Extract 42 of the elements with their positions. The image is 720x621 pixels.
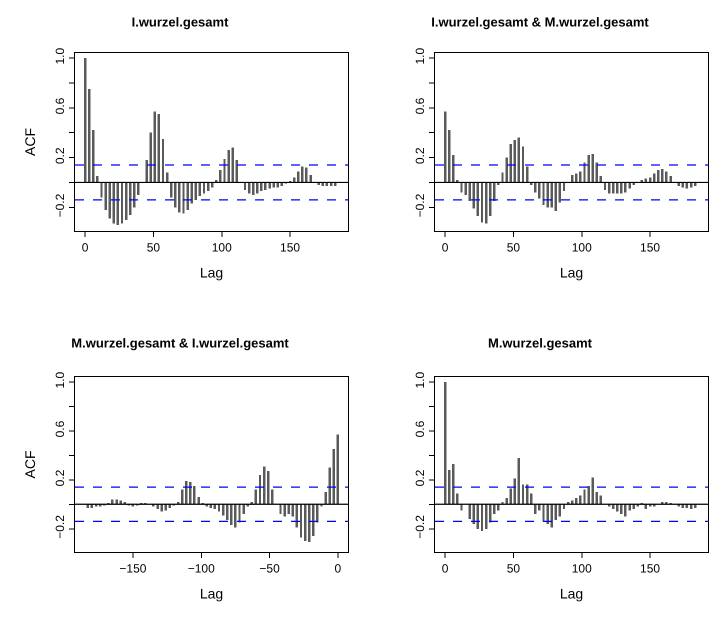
chart-title: M.wurzel.gesamt xyxy=(488,336,593,351)
y-tick-label: 0.6 xyxy=(413,420,428,438)
y-tick-label: 1.0 xyxy=(53,48,68,65)
x-tick-label: 150 xyxy=(640,561,660,576)
y-tick-label: −0.2 xyxy=(413,193,428,218)
x-tick-label: 100 xyxy=(572,240,592,254)
y-tick-label: −0.2 xyxy=(53,193,68,218)
x-tick-label: −150 xyxy=(119,561,147,576)
chart-title: I.wurzel.gesamt xyxy=(132,14,230,30)
x-tick-label: −100 xyxy=(188,561,216,576)
x-axis-title: Lag xyxy=(200,586,224,602)
x-tick-label: 100 xyxy=(212,240,232,254)
y-tick-label: 0.6 xyxy=(413,97,428,114)
y-tick-label: 0.2 xyxy=(413,147,428,164)
x-tick-label: −50 xyxy=(259,561,280,576)
x-tick-label: 0 xyxy=(442,240,449,254)
x-tick-label: 100 xyxy=(572,561,592,576)
y-tick-label: −0.2 xyxy=(413,514,428,539)
y-tick-label: 0.2 xyxy=(413,469,428,486)
x-tick-label: 0 xyxy=(334,561,342,576)
y-tick-label: 0.2 xyxy=(53,147,68,164)
x-axis-title: Lag xyxy=(200,264,224,281)
chart-title: M.wurzel.gesamt & I.wurzel.gesamt xyxy=(71,336,290,351)
y-tick-label: −0.2 xyxy=(53,514,68,539)
y-tick-label: 1.0 xyxy=(53,371,68,388)
x-tick-label: 50 xyxy=(506,240,520,254)
x-tick-label: 50 xyxy=(506,561,520,576)
y-tick-label: 1.0 xyxy=(413,48,428,65)
y-axis-title: ACF xyxy=(22,450,38,478)
chart-title: I.wurzel.gesamt & M.wurzel.gesamt xyxy=(431,14,650,30)
x-tick-label: 0 xyxy=(82,240,89,254)
x-axis-title: Lag xyxy=(560,264,584,281)
x-axis-title: Lag xyxy=(560,586,584,602)
x-tick-label: 0 xyxy=(442,561,449,576)
y-tick-label: 1.0 xyxy=(413,371,428,388)
y-tick-label: 0.6 xyxy=(53,420,68,438)
x-tick-label: 50 xyxy=(146,240,160,254)
y-tick-label: 0.2 xyxy=(53,469,68,486)
x-tick-label: 150 xyxy=(280,240,300,254)
x-tick-label: 150 xyxy=(640,240,660,254)
y-axis-title: ACF xyxy=(22,128,38,156)
y-tick-label: 0.6 xyxy=(53,97,68,114)
